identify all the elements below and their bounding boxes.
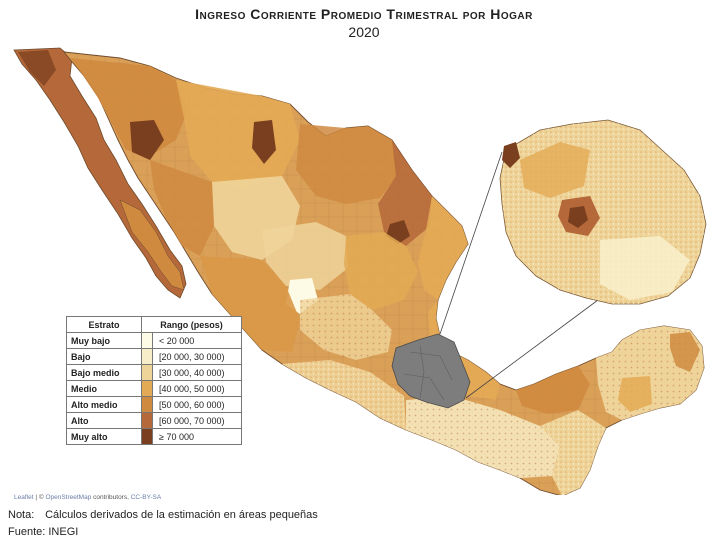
osm-link[interactable]: OpenStreetMap xyxy=(45,494,92,501)
inset-city-center xyxy=(568,206,588,228)
legend-row-range: [40 000, 50 000) xyxy=(152,380,242,397)
legend-header-row: Estrato Rango (pesos) xyxy=(66,316,242,333)
highlighted-central-lines xyxy=(403,345,453,401)
legend-row-range: ≥ 70 000 xyxy=(152,428,242,445)
legend-row-range: [30 000, 40 000) xyxy=(152,364,242,381)
attribution-contributors: contributors, xyxy=(93,494,129,501)
map-year: 2020 xyxy=(348,24,380,40)
legend-row: Medio [40 000, 50 000) xyxy=(66,380,242,397)
tamaulipas-region xyxy=(418,196,468,300)
zoom-connector-top xyxy=(439,151,503,335)
chihuahua-dark-patch xyxy=(252,120,276,164)
legend-row: Alto [60 000, 70 000) xyxy=(66,412,242,429)
legend-header-estrato: Estrato xyxy=(66,316,142,333)
sanluis-region xyxy=(344,232,418,310)
legend-row-name: Alto xyxy=(66,412,142,429)
coahuila-region xyxy=(296,124,400,204)
legend-swatch xyxy=(141,396,153,413)
zoom-connector-bottom xyxy=(465,299,599,399)
legend-header-rango: Rango (pesos) xyxy=(141,316,242,333)
chiapas-texture xyxy=(540,410,606,495)
baja-dark-north xyxy=(18,50,56,86)
source-line: Fuente: INEGI xyxy=(8,526,79,538)
legend-row-name: Alto medio xyxy=(66,396,142,413)
sonora-dark-patch xyxy=(130,120,164,160)
attribution-separator: | © xyxy=(35,494,46,501)
legend-row-range: [50 000, 60 000) xyxy=(152,396,242,413)
quintana-roo-patch xyxy=(670,332,700,372)
tabasco-region xyxy=(516,366,590,414)
choropleth-map[interactable] xyxy=(0,40,728,495)
oaxaca-texture xyxy=(406,396,560,478)
nuevo-leon-region xyxy=(378,140,432,246)
zacatecas-region xyxy=(262,222,348,290)
guerrero-texture xyxy=(282,360,406,430)
campeche-patch xyxy=(618,376,652,412)
legend-row-range: [60 000, 70 000) xyxy=(152,412,242,429)
legend-row-name: Muy alto xyxy=(66,428,142,445)
note-text: Cálculos derivados de la estimación en á… xyxy=(45,509,318,521)
map-attribution: Leaflet | © OpenStreetMap contributors, … xyxy=(14,494,161,501)
legend-row-name: Bajo xyxy=(66,348,142,365)
legend-row-name: Muy bajo xyxy=(66,332,142,349)
baja-california-sur-region xyxy=(119,199,185,291)
legend-row: Muy alto ≥ 70 000 xyxy=(66,428,242,445)
legend-row: Alto medio [50 000, 60 000) xyxy=(66,396,242,413)
legend-swatch xyxy=(141,364,153,381)
legend-row-range: [20 000, 30 000) xyxy=(152,348,242,365)
inset-west-dark xyxy=(502,142,520,168)
note-label: Nota: xyxy=(8,509,35,521)
legend-swatch xyxy=(141,412,153,429)
bajio-texture xyxy=(300,294,392,360)
legend-swatch xyxy=(141,348,153,365)
inset-mid-patch xyxy=(520,142,590,198)
legend-swatch xyxy=(141,332,153,349)
legend-table: Estrato Rango (pesos) Muy bajo < 20 000 … xyxy=(66,316,242,445)
legend-row-name: Bajo medio xyxy=(66,364,142,381)
note-line: Nota: Cálculos derivados de la estimació… xyxy=(8,509,318,521)
map-title: Ingreso Corriente Promedio Trimestral po… xyxy=(195,6,533,22)
legend-row: Muy bajo < 20 000 xyxy=(66,332,242,349)
legend-row-range: < 20 000 xyxy=(152,332,242,349)
central-west-region xyxy=(200,256,300,352)
license-link[interactable]: CC-BY-SA xyxy=(130,494,162,501)
chihuahua-region xyxy=(176,80,300,188)
legend-row-name: Medio xyxy=(66,380,142,397)
legend-row: Bajo medio [30 000, 40 000) xyxy=(66,364,242,381)
inset-light-patch xyxy=(600,236,690,300)
veracruz-region xyxy=(428,300,500,400)
sinaloa-region xyxy=(150,160,214,256)
leaflet-link[interactable]: Leaflet xyxy=(14,494,34,501)
legend-swatch xyxy=(141,428,153,445)
legend-row: Bajo [20 000, 30 000) xyxy=(66,348,242,365)
legend-swatch xyxy=(141,380,153,397)
